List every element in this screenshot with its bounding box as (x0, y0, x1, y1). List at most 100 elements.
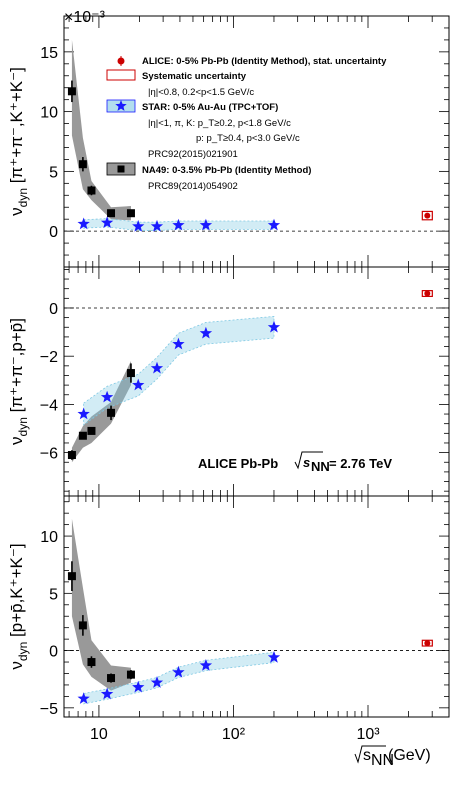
na49-point (78, 621, 87, 630)
star-point (199, 326, 213, 339)
na49-point (67, 451, 76, 460)
y-tick-label: −4 (40, 397, 58, 414)
y-axis-label: νdyn [π⁺+π⁻,p+p̄] (7, 318, 30, 445)
energy-annotation: ALICE Pb-Pb s NN = 2.76 TeV (198, 451, 392, 474)
na49-point (87, 658, 96, 667)
na49-systematic-band (71, 39, 131, 221)
y-tick-label: 5 (49, 164, 58, 181)
data-layer: 10 10² 10³ (67, 39, 433, 743)
star-point (77, 217, 90, 230)
alice-point (424, 640, 431, 647)
exponent-label: ×10⁻³ (64, 9, 106, 26)
annotation-value: = 2.76 TeV (329, 456, 392, 471)
x-tick-label: 10³ (356, 726, 380, 743)
annotation-prefix: ALICE Pb-Pb (198, 456, 278, 471)
panel-frame (63, 495, 450, 718)
star-point (77, 407, 90, 420)
star-point (100, 216, 114, 228)
na49-point (126, 369, 135, 378)
y-label-sub: dyn (16, 417, 30, 436)
na49-point (126, 209, 135, 218)
panel-3: −5 0 5 10 νdyn [p+p̄,K⁺+K⁻] (7, 495, 450, 718)
na49-point (78, 431, 87, 440)
x-tick-label: 10² (222, 726, 246, 743)
star-point (267, 651, 281, 663)
alice-point (424, 212, 431, 219)
na49-point (107, 408, 116, 417)
legend-entry: p: p_T≥0.4, p<3.0 GeV/c (196, 133, 300, 144)
legend-entry: PRC89(2014)054902 (148, 181, 238, 192)
x-label-root-var: s (363, 747, 371, 764)
y-axis-label: νdyn [π⁺+π⁻,K⁺+K⁻] (7, 67, 30, 216)
star-point (132, 378, 145, 391)
legend-marker (117, 165, 125, 173)
y-label-sub: dyn (16, 188, 30, 207)
na49-point (87, 186, 96, 195)
y-tick-label: −2 (40, 349, 58, 366)
legend-marker (106, 69, 136, 81)
legend-entry: STAR: 0-5% Au-Au (TPC+TOF) (142, 102, 278, 113)
star-point (172, 337, 185, 350)
y-tick-label: 15 (40, 45, 58, 62)
y-label-main: ν (7, 661, 26, 670)
x-tick-label: 10 (90, 726, 108, 743)
x-label-sub: NN (371, 752, 394, 769)
x-label-unit: (GeV) (388, 747, 431, 764)
star-point (199, 659, 213, 671)
annotation-root-sign (294, 451, 323, 470)
legend-marker (117, 57, 125, 65)
star-point (150, 219, 164, 232)
y-axis-label: νdyn [p+p̄,K⁺+K⁻] (7, 543, 30, 669)
na49-point (87, 426, 96, 435)
legend: ALICE: 0-5% Pb-Pb (Identity Method), sta… (106, 56, 387, 192)
legend-entry: PRC92(2015)021901 (148, 149, 238, 160)
legend-entry: ALICE: 0-5% Pb-Pb (Identity Method), sta… (142, 56, 387, 67)
legend-entry: |η|<0.8, 0.2<p<1.5 GeV/c (148, 87, 254, 98)
star-systematic-band (83, 315, 275, 426)
na49-systematic-band (71, 518, 131, 691)
na49-point (107, 674, 116, 683)
star-point (150, 361, 164, 374)
y-label-rest: [π⁺+π⁻,K⁺+K⁻] (7, 67, 26, 188)
y-label-main: ν (7, 207, 26, 216)
y-label-rest: [π⁺+π⁻,p+p̄] (7, 318, 26, 417)
na49-point (107, 209, 116, 218)
y-label-rest: [p+p̄,K⁺+K⁻] (7, 543, 26, 641)
star-systematic-band (83, 651, 275, 705)
y-label-sub: dyn (16, 642, 30, 661)
legend-entry: Systematic uncertainty (142, 71, 247, 82)
star-point (172, 218, 185, 231)
star-point (100, 390, 114, 403)
y-label-main: ν (7, 436, 26, 445)
legend-entry: |η|<1, π, K: p_T≥0.2, p<1.8 GeV/c (148, 118, 291, 129)
na49-point (67, 572, 76, 581)
y-tick-label: −6 (40, 446, 58, 463)
star-point (150, 676, 164, 688)
y-tick-label: 0 (49, 301, 58, 318)
annotation-sub: NN (311, 459, 330, 474)
y-tick-label: 10 (40, 105, 58, 122)
x-axis-label: s NN (GeV) (354, 745, 431, 769)
y-tick-label: 10 (40, 529, 58, 546)
text-layer: ×10⁻³ ALICE: 0-5% Pb-Pb (Identity Method… (64, 9, 431, 769)
star-point (132, 219, 145, 232)
star-point (267, 320, 281, 333)
legend-entry: NA49: 0-3.5% Pb-Pb (Identity Method) (142, 165, 311, 176)
star-point (132, 680, 145, 693)
star-point (77, 692, 90, 704)
y-tick-label: 5 (49, 586, 58, 603)
panel-2: −6 −4 −2 0 νdyn [π⁺+π⁻,p+p̄] (7, 266, 450, 497)
legend-marker (115, 100, 127, 111)
na49-point (78, 160, 87, 169)
y-tick-label: 0 (49, 224, 58, 241)
alice-point (424, 290, 431, 297)
na49-point (126, 670, 135, 679)
star-point (172, 665, 185, 678)
star-point (267, 218, 281, 231)
annotation-root-var: s (303, 455, 310, 470)
y-tick-label: 0 (49, 644, 58, 661)
star-point (100, 687, 114, 700)
na49-point (67, 87, 76, 96)
